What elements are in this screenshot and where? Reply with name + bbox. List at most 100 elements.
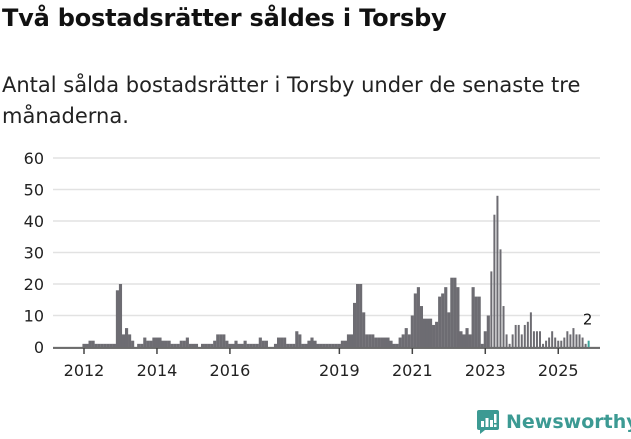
bar [307,340,311,347]
bar [237,343,241,347]
bar [298,334,302,347]
bar [356,284,360,347]
bar [474,296,478,347]
bar [322,343,326,347]
bar [575,334,578,347]
bar [483,331,487,347]
bar [502,306,505,347]
bar [219,334,223,347]
bar [292,343,296,347]
bar [152,337,156,347]
bar [352,302,357,347]
bar [213,340,217,347]
bar [563,337,566,347]
bar [343,340,348,347]
bar [428,318,433,347]
bar [511,334,514,347]
y-tick-label: 0 [34,338,44,357]
bar [188,343,192,347]
y-tick-label: 30 [24,244,44,263]
bar [368,334,372,347]
bar [286,343,290,347]
bar [167,340,171,347]
bar [548,337,551,347]
bar [380,337,384,347]
bar [121,334,126,347]
bar [432,324,436,347]
y-tick-label: 50 [24,181,44,200]
bar [115,290,120,347]
bar [149,340,153,347]
x-tick-label: 2019 [319,361,360,380]
newsworthy-logo-icon [477,410,499,434]
x-tick-label: 2025 [538,361,579,380]
bar [346,334,351,347]
bar [520,334,523,347]
bar [395,343,399,347]
x-tick-label: 2014 [137,361,178,380]
bar [161,340,165,347]
bar [273,343,278,347]
bar [295,331,299,347]
bar [316,343,320,347]
bar [319,343,323,347]
bar [410,315,414,347]
bar [459,331,463,347]
bar [435,321,439,347]
bar [413,293,417,347]
bar [462,334,466,347]
bar [383,337,387,347]
bar [103,343,107,347]
bar [578,334,581,347]
bar [359,284,363,347]
y-tick-label: 20 [24,275,44,294]
bar [365,334,369,347]
bar [398,337,402,347]
bar [526,321,529,347]
x-tick-label: 2016 [210,361,251,380]
bar [337,343,341,347]
bar-highlighted [587,340,590,347]
bar [468,334,472,347]
bar [416,287,420,347]
newsworthy-logo: Newsworthy [476,409,631,435]
bar [124,328,129,347]
bar [456,287,460,347]
bars [82,195,590,347]
bar [283,337,287,347]
bar [325,343,329,347]
bar [392,343,396,347]
bar [204,343,208,347]
bar [557,340,560,347]
bar [146,340,150,347]
bar [371,334,375,347]
bar [112,343,116,347]
bar [280,337,284,347]
bar [191,343,196,347]
bar [100,343,104,347]
bar [444,287,448,347]
bar [465,328,469,347]
bar [216,334,220,347]
bar [128,334,132,347]
y-tick-label: 40 [24,212,44,231]
chart-title: Två bostadsrätter såldes i Torsby [2,4,447,32]
bar [173,343,177,347]
bar [234,340,238,347]
bar [258,337,262,347]
bar [255,343,259,347]
bar [231,343,235,347]
x-tick-label: 2012 [64,361,105,380]
bar [389,340,393,347]
brand-name: Newsworthy [506,411,631,433]
bar [447,312,451,347]
y-tick-label: 60 [24,149,44,168]
bar [490,271,493,347]
bar [91,340,95,347]
bar [225,340,229,347]
bar [545,340,548,347]
bar [438,296,442,347]
bar [97,343,101,347]
bar [304,343,308,347]
